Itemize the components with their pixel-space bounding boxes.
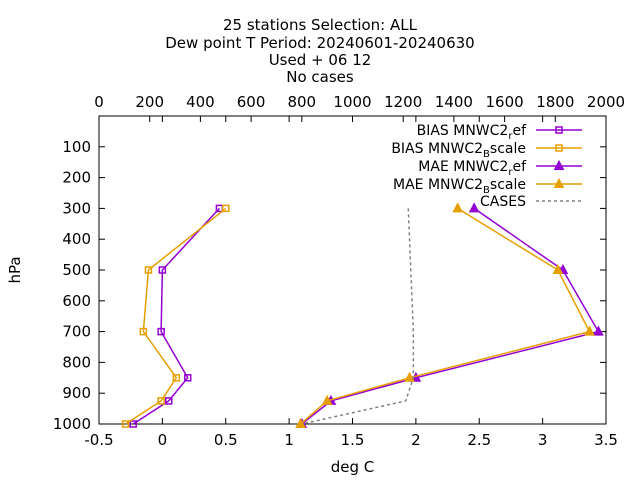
x-tick-label: 2.5 — [467, 431, 491, 449]
series-line — [125, 207, 227, 425]
x-tick-label: 3 — [538, 431, 548, 449]
data-point — [295, 417, 306, 428]
y-tick-label: 200 — [62, 169, 91, 187]
series-4 — [295, 202, 595, 428]
x2-tick-label: 600 — [237, 93, 266, 111]
data-point — [157, 327, 165, 336]
data-point — [584, 325, 595, 336]
y-tick-label: 500 — [62, 261, 91, 279]
legend-marker — [555, 144, 563, 152]
title-line-4: No cases — [286, 68, 354, 86]
y-tick-label: 400 — [62, 230, 91, 248]
x-axis-label: deg C — [331, 458, 375, 476]
data-point — [139, 327, 148, 336]
data-point — [593, 325, 604, 336]
x-tick-label: 1 — [284, 431, 294, 449]
series-3 — [296, 202, 604, 428]
y-tick-label: 600 — [62, 292, 91, 310]
x2-tick-label: 1000 — [333, 93, 371, 111]
legend-marker — [553, 177, 565, 188]
x2-tick-label: 0 — [94, 93, 104, 111]
data-point — [129, 420, 137, 428]
title-line-2: Dew point T Period: 20240601-20240630 — [165, 34, 475, 52]
legend-label: BIAS MNWC2Bscale — [391, 141, 526, 160]
x2-tick-label: 1400 — [435, 93, 473, 111]
x2-tick-label: 1800 — [536, 93, 574, 111]
x-tick-label: 0 — [158, 431, 168, 449]
x2-tick-label: 200 — [135, 93, 164, 111]
x-tick-label: -0.5 — [84, 431, 113, 449]
data-point — [158, 266, 167, 274]
series-line — [301, 208, 415, 425]
data-point — [452, 202, 464, 213]
y-tick-label: 900 — [62, 384, 91, 402]
x2-tick-label: 1600 — [486, 93, 524, 111]
legend-entry: MAE MNWC2Bscale — [393, 177, 582, 196]
x2-tick-label: 400 — [186, 93, 215, 111]
data-point — [164, 397, 173, 405]
legend-entry: CASES — [480, 194, 582, 210]
x2-tick-label: 1200 — [384, 93, 422, 111]
data-point — [144, 266, 153, 274]
data-point — [404, 371, 415, 382]
plot-frame — [98, 115, 607, 425]
x2-tick-label: 800 — [287, 93, 316, 111]
legend-label: CASES — [480, 194, 526, 210]
title-line-3: Used + 06 12 — [268, 51, 372, 69]
y-axis-label: hPa — [6, 256, 24, 283]
series-line — [132, 207, 220, 425]
legend-marker — [555, 126, 563, 134]
legend-label: MAE MNWC2Bscale — [393, 177, 526, 196]
legend-entry: BIAS MNWC2Bscale — [391, 141, 582, 160]
data-point — [172, 374, 181, 382]
series-line — [300, 207, 591, 425]
series-1 — [129, 204, 224, 428]
legend-entry: MAE MNWC2ref — [418, 159, 582, 178]
y-tick-label: 300 — [62, 199, 91, 217]
title-line-1: 25 stations Selection: ALL — [223, 16, 417, 34]
y-tick-label: 800 — [62, 353, 91, 371]
data-point — [552, 263, 564, 274]
x-tick-label: 3.5 — [594, 431, 618, 449]
y-tick-label: 700 — [62, 323, 91, 341]
legend-label: BIAS MNWC2ref — [417, 123, 527, 142]
x-tick-label: 0.5 — [214, 431, 238, 449]
legend-marker — [553, 159, 565, 170]
data-point — [183, 374, 192, 382]
data-point — [121, 420, 130, 428]
data-point — [468, 202, 480, 213]
series-5 — [301, 208, 415, 425]
data-point — [222, 204, 230, 213]
legend-entry: BIAS MNWC2ref — [417, 123, 582, 142]
x2-tick-label: 2000 — [587, 93, 625, 111]
series-line — [301, 207, 600, 425]
data-point — [157, 397, 165, 405]
x-tick-label: 2 — [411, 431, 421, 449]
series-2 — [121, 204, 230, 428]
data-point — [321, 394, 333, 405]
x-tick-label: 1.5 — [341, 431, 365, 449]
legend-label: MAE MNWC2ref — [418, 159, 527, 178]
y-tick-label: 100 — [62, 138, 91, 156]
y-tick-label: 1000 — [53, 415, 91, 433]
